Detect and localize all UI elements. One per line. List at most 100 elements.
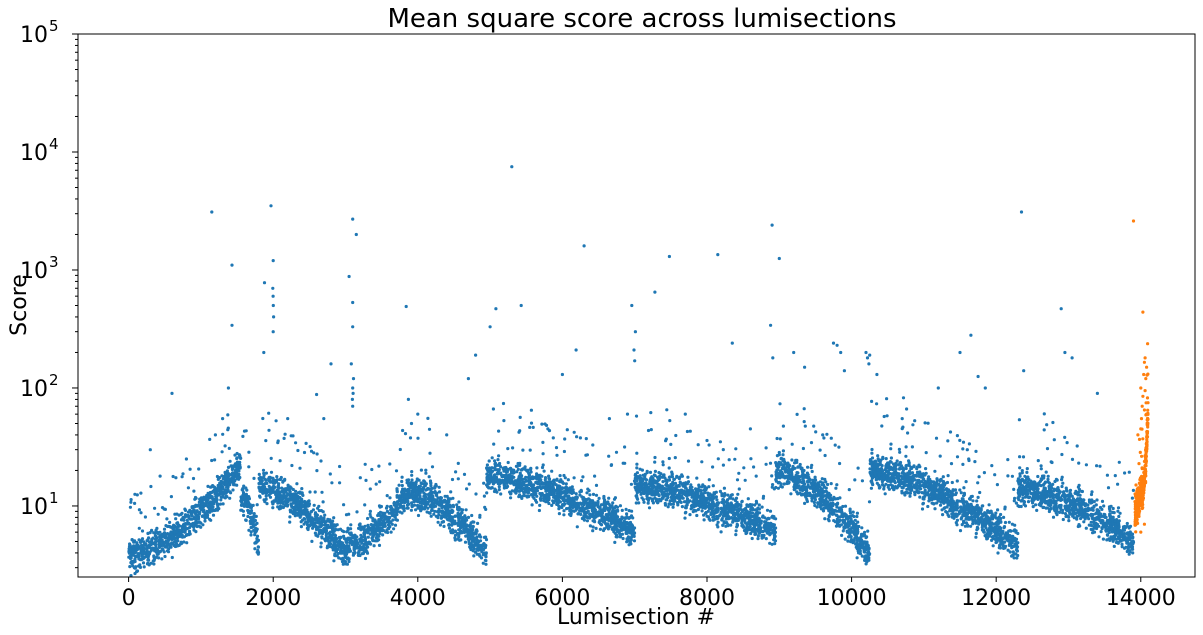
data-point — [510, 471, 514, 475]
data-point — [594, 483, 599, 487]
data-point — [415, 485, 419, 489]
data-point — [283, 432, 287, 436]
data-point — [246, 508, 250, 513]
data-point — [344, 552, 349, 556]
data-point — [745, 530, 749, 534]
data-point — [540, 474, 544, 478]
data-point — [243, 495, 247, 500]
data-point — [378, 480, 382, 484]
data-point — [581, 475, 585, 479]
data-point — [257, 472, 261, 476]
data-point — [370, 467, 374, 472]
data-point — [598, 527, 603, 531]
data-point — [632, 539, 637, 543]
data-point — [421, 485, 426, 490]
data-point — [479, 546, 483, 550]
data-point — [257, 485, 261, 489]
data-point — [427, 493, 431, 497]
data-point — [133, 557, 137, 561]
data-point — [289, 434, 293, 438]
data-point — [706, 515, 711, 519]
data-point — [579, 479, 584, 483]
data-point — [531, 489, 535, 493]
data-point — [667, 466, 671, 470]
data-point — [428, 451, 432, 455]
data-point — [764, 462, 768, 466]
data-point — [495, 472, 499, 476]
data-point — [551, 491, 555, 496]
data-point — [330, 522, 334, 526]
data-point — [187, 533, 191, 537]
data-point — [420, 497, 425, 501]
data-point — [591, 529, 595, 533]
data-point — [226, 471, 230, 475]
data-point — [226, 488, 230, 492]
data-point — [562, 509, 566, 513]
data-point — [711, 493, 715, 497]
data-point — [133, 550, 138, 554]
data-point — [474, 529, 478, 534]
data-point — [437, 500, 441, 504]
data-point — [462, 520, 466, 524]
data-point — [464, 524, 468, 528]
data-point — [637, 482, 641, 486]
data-point — [428, 511, 432, 515]
data-point — [696, 443, 700, 447]
data-point — [134, 565, 138, 569]
data-point — [449, 516, 453, 520]
data-point — [291, 501, 296, 505]
data-point — [595, 502, 599, 506]
data-point — [180, 518, 184, 522]
data-point — [531, 425, 535, 429]
data-point — [752, 465, 756, 469]
data-point — [362, 538, 366, 543]
data-point — [453, 519, 457, 523]
data-point — [578, 436, 583, 440]
data-point — [446, 502, 450, 506]
data-point — [223, 491, 227, 495]
data-point — [332, 559, 336, 563]
data-point — [664, 498, 668, 502]
data-point — [378, 518, 382, 522]
data-point — [750, 536, 754, 541]
data-point — [334, 550, 339, 554]
data-point — [675, 501, 680, 505]
data-point — [286, 483, 290, 487]
data-point — [249, 530, 253, 534]
data-point — [527, 473, 531, 477]
data-point — [680, 488, 684, 492]
data-point — [400, 483, 404, 488]
data-point — [613, 496, 618, 500]
data-point — [478, 515, 482, 519]
data-point — [476, 546, 480, 550]
data-point — [451, 503, 455, 507]
data-point — [678, 491, 682, 495]
data-point — [391, 518, 395, 522]
data-point — [321, 529, 325, 534]
data-point — [137, 538, 141, 542]
data-point — [183, 508, 188, 512]
data-point — [226, 478, 230, 482]
data-point — [382, 518, 386, 522]
data-point — [565, 428, 569, 432]
data-point — [419, 468, 423, 472]
data-point — [147, 551, 151, 555]
data-point — [160, 538, 164, 542]
data-point — [711, 465, 715, 469]
data-point — [493, 487, 497, 491]
data-point — [457, 518, 461, 522]
data-point — [522, 493, 526, 498]
data-point — [653, 496, 657, 500]
data-point — [379, 504, 383, 509]
data-point — [627, 516, 631, 521]
data-point — [634, 414, 639, 418]
data-point — [403, 501, 407, 505]
data-point — [684, 504, 688, 508]
data-point — [766, 521, 770, 525]
data-point — [665, 480, 669, 484]
data-point — [683, 511, 688, 515]
data-point — [555, 477, 559, 481]
data-point — [129, 498, 133, 502]
data-point — [174, 476, 178, 480]
data-point — [395, 490, 399, 494]
